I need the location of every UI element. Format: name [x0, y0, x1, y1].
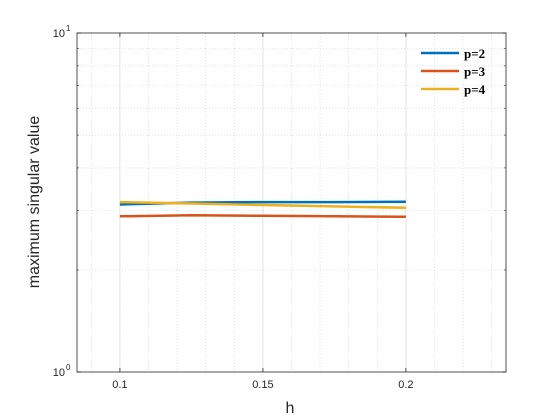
- series-line-p4: [119, 200, 406, 210]
- plot-frame: [76, 32, 507, 373]
- x-axis-label: h: [286, 400, 295, 417]
- series-layer: [119, 200, 406, 219]
- legend-label: p=2: [464, 46, 485, 61]
- y-tick-label-exponent: 1: [66, 24, 71, 33]
- legend-label: p=3: [464, 64, 486, 79]
- y-tick-label-exponent: 0: [66, 363, 71, 372]
- x-tick-label: 0.15: [252, 379, 273, 391]
- x-tick-label: 0.2: [398, 379, 413, 391]
- y-tick-label: 10: [53, 28, 65, 40]
- series-line-p3: [119, 213, 406, 219]
- x-tick-label: 0.1: [112, 379, 127, 391]
- legend: p=2 p=3 p=4: [421, 46, 486, 97]
- legend-label: p=4: [464, 82, 486, 97]
- y-axis-label: maximum singular value: [26, 116, 43, 289]
- y-tick-label: 10: [53, 367, 65, 379]
